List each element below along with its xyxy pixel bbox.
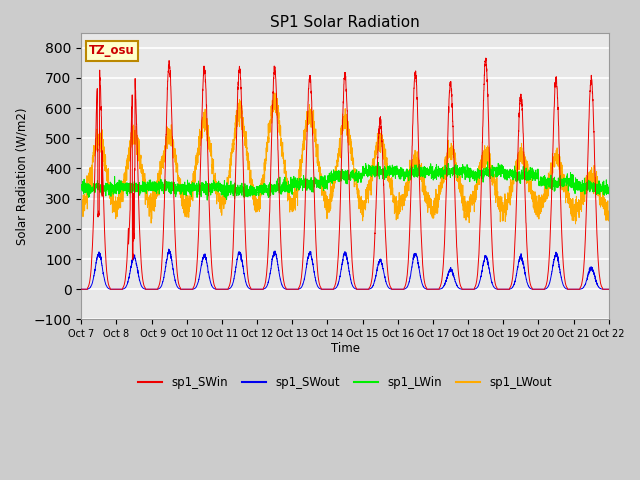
sp1_SWout: [493, 286, 501, 292]
sp1_SWin: [604, 287, 612, 292]
sp1_LWin: [493, 167, 501, 173]
sp1_LWout: [605, 218, 612, 224]
sp1_LWin: [604, 186, 612, 192]
sp1_SWin: [434, 287, 442, 292]
sp1_LWin: [325, 180, 333, 185]
sp1_LWin: [172, 191, 180, 197]
sp1_SWout: [325, 287, 333, 292]
Line: sp1_LWout: sp1_LWout: [81, 93, 609, 224]
sp1_SWout: [172, 281, 180, 287]
sp1_LWout: [493, 187, 501, 193]
sp1_SWout: [77, 287, 85, 292]
sp1_LWout: [604, 211, 612, 217]
sp1_SWout: [604, 287, 612, 292]
sp1_LWin: [484, 159, 492, 165]
Legend: sp1_SWin, sp1_SWout, sp1_LWin, sp1_LWout: sp1_SWin, sp1_SWout, sp1_LWin, sp1_LWout: [134, 372, 556, 394]
sp1_LWout: [434, 191, 442, 197]
sp1_SWout: [463, 287, 471, 292]
sp1_LWout: [270, 90, 278, 96]
Title: SP1 Solar Radiation: SP1 Solar Radiation: [270, 15, 420, 30]
sp1_SWin: [493, 285, 501, 291]
Line: sp1_LWin: sp1_LWin: [81, 162, 609, 200]
sp1_LWin: [605, 187, 612, 193]
sp1_LWin: [204, 197, 211, 203]
sp1_LWin: [463, 162, 471, 168]
sp1_SWin: [77, 287, 85, 292]
sp1_SWout: [605, 287, 612, 292]
sp1_SWin: [172, 253, 180, 259]
sp1_LWin: [77, 186, 85, 192]
sp1_SWout: [164, 246, 172, 252]
sp1_LWout: [463, 206, 471, 212]
Y-axis label: Solar Radiation (W/m2): Solar Radiation (W/m2): [15, 107, 28, 245]
sp1_SWout: [434, 287, 442, 292]
X-axis label: Time: Time: [330, 342, 360, 355]
Line: sp1_SWout: sp1_SWout: [81, 249, 609, 289]
sp1_LWout: [172, 152, 180, 158]
sp1_SWin: [463, 287, 471, 292]
sp1_LWin: [434, 173, 442, 179]
Text: TZ_osu: TZ_osu: [89, 44, 135, 57]
sp1_SWin: [482, 55, 490, 61]
sp1_LWout: [325, 204, 333, 210]
sp1_SWin: [325, 287, 333, 292]
sp1_SWin: [605, 287, 612, 292]
Line: sp1_SWin: sp1_SWin: [81, 58, 609, 289]
sp1_LWout: [572, 221, 579, 227]
sp1_LWout: [77, 217, 85, 223]
